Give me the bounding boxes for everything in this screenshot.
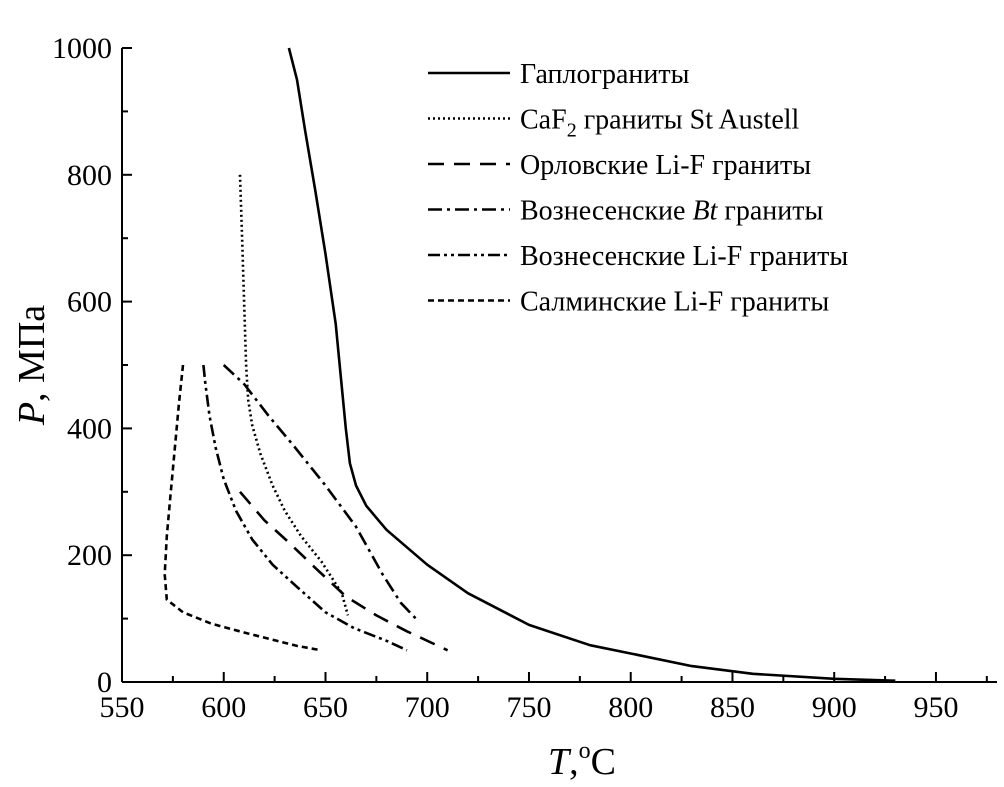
x-tick-label: 600 bbox=[201, 691, 246, 724]
series-line-vozn_lif bbox=[202, 364, 408, 652]
legend-label-orlov: Орловские Li-F граниты bbox=[520, 150, 811, 181]
axes: 550 600 650 700 750 800 850 900 950 0 200 400 600 800… bbox=[52, 32, 997, 724]
series-line-orlov bbox=[239, 490, 449, 652]
series-line-vozn_bt bbox=[222, 364, 419, 621]
x-tick-label: 650 bbox=[303, 691, 348, 724]
y-axis-title: P, МПа bbox=[11, 305, 53, 426]
x-tick-label: 700 bbox=[405, 691, 450, 724]
x-tick-label: 750 bbox=[506, 691, 551, 724]
x-tick-label: 800 bbox=[608, 691, 653, 724]
series-line-haplo bbox=[287, 47, 896, 682]
y-tick-label: 600 bbox=[67, 286, 112, 319]
series-line-salmi bbox=[163, 364, 322, 652]
series-line-caf2 bbox=[238, 174, 350, 616]
legend-label-vozn_bt: Вознесенские Bt граниты bbox=[520, 196, 823, 227]
legend-label-salmi: Салминские Li-F граниты bbox=[520, 287, 829, 318]
x-tick-label: 900 bbox=[812, 691, 857, 724]
x-axis-title: T,oC bbox=[548, 738, 616, 783]
y-tick-label: 0 bbox=[97, 666, 112, 699]
y-tick-label: 400 bbox=[67, 412, 112, 445]
x-tick-label: 550 bbox=[100, 691, 145, 724]
y-tick-label: 1000 bbox=[52, 32, 112, 65]
legend: Гаплограниты CaF2 граниты St Austell Орлов… bbox=[428, 59, 848, 318]
y-tick-label: 800 bbox=[67, 159, 112, 192]
legend-label-vozn_lif: Вознесенские Li-F граниты bbox=[520, 241, 848, 272]
legend-label-caf2: CaF2 граниты St Austell bbox=[520, 105, 800, 142]
x-tick-label: 950 bbox=[913, 691, 958, 724]
legend-label-haplo: Гаплограниты bbox=[520, 59, 690, 90]
x-tick-label: 850 bbox=[710, 691, 755, 724]
series-lines bbox=[163, 47, 896, 682]
y-tick-label: 200 bbox=[67, 539, 112, 572]
